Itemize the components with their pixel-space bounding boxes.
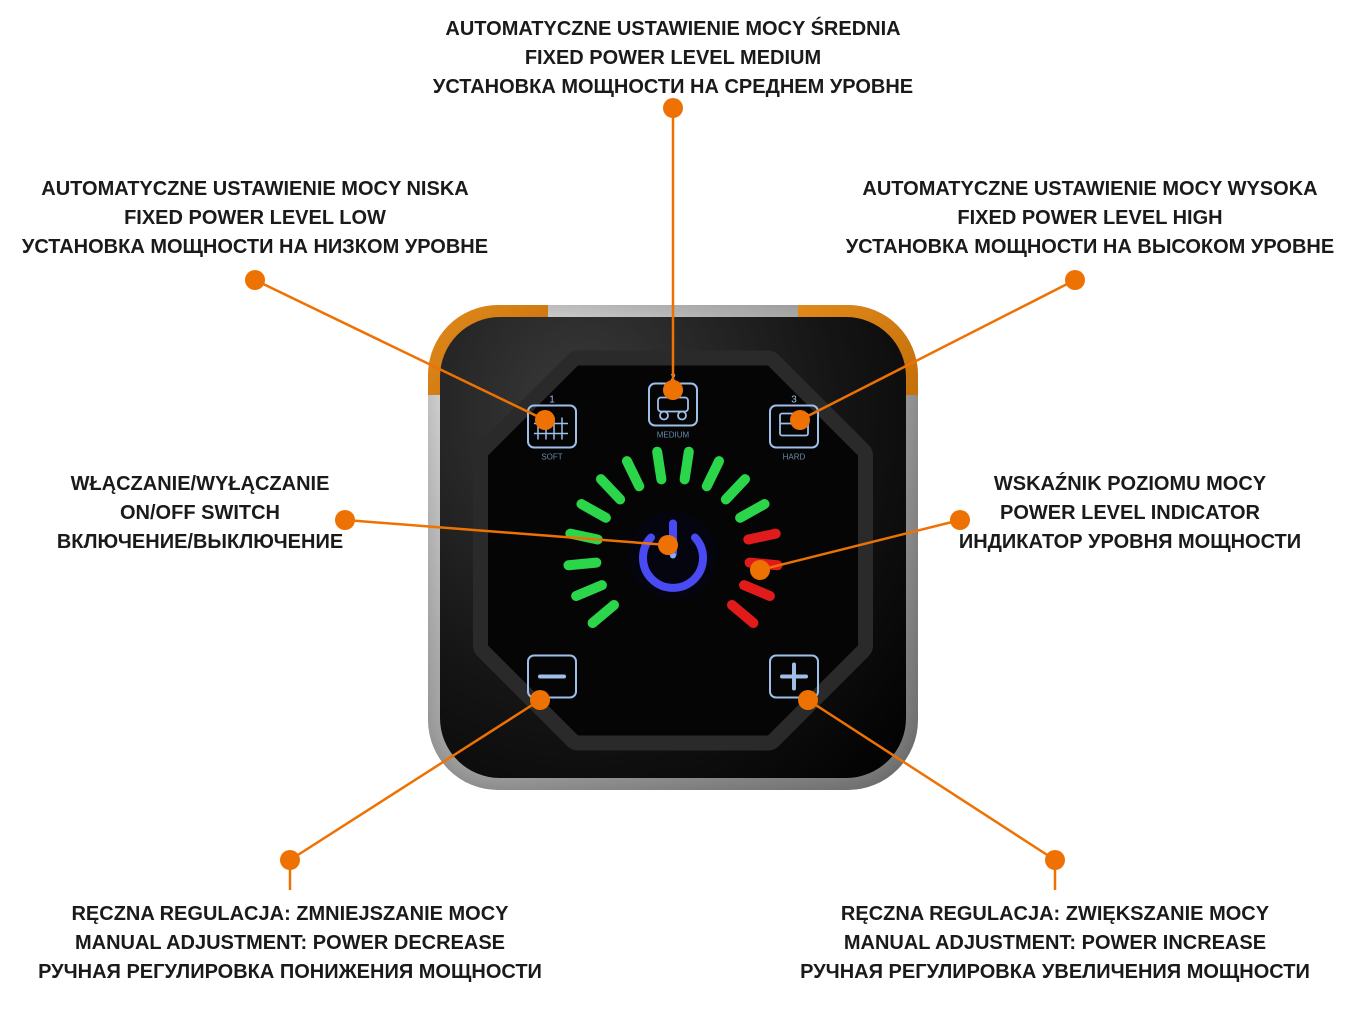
callout-increase-en: MANUAL ADJUSTMENT: POWER INCREASE: [775, 929, 1335, 958]
callout-medium-en: FIXED POWER LEVEL MEDIUM: [363, 44, 983, 73]
callout-increase-ru: РУЧНАЯ РЕГУЛИРОВКА УВЕЛИЧЕНИЯ МОЩНОСТИ: [775, 958, 1335, 987]
callout-medium-ru: УСТАНОВКА МОЩНОСТИ НА СРЕДНЕМ УРОВНЕ: [363, 73, 983, 102]
callout-high-en: FIXED POWER LEVEL HIGH: [830, 204, 1346, 233]
callout-onoff-en: ON/OFF SWITCH: [0, 499, 400, 528]
svg-text:HARD: HARD: [783, 452, 806, 461]
callout-decrease: RĘCZNA REGULACJA: ZMNIEJSZANIE MOCYMANUA…: [10, 900, 570, 987]
callout-indicator-pl: WSKAŹNIK POZIOMU MOCY: [915, 470, 1345, 499]
svg-text:1: 1: [549, 394, 555, 405]
callout-high-ru: УСТАНОВКА МОЩНОСТИ НА ВЫСОКОМ УРОВНЕ: [830, 233, 1346, 262]
panel-svg: 1 SOFT 2 MEDIUM 3: [428, 305, 918, 790]
svg-text:2: 2: [670, 372, 676, 383]
gauge-led: [748, 533, 775, 539]
callout-low-ru: УСТАНОВКА МОЩНОСТИ НА НИЗКОМ УРОВНЕ: [0, 233, 510, 262]
callout-decrease-pl: RĘCZNA REGULACJA: ZMNIEJSZANIE MOCY: [10, 900, 570, 929]
callout-increase-pl: RĘCZNA REGULACJA: ZWIĘKSZANIE MOCY: [775, 900, 1335, 929]
callout-increase: RĘCZNA REGULACJA: ZWIĘKSZANIE MOCYMANUAL…: [775, 900, 1335, 987]
callout-high-pl: AUTOMATYCZNE USTAWIENIE MOCY WYSOKA: [830, 175, 1346, 204]
gauge-led: [750, 562, 778, 565]
device-face: 1 SOFT 2 MEDIUM 3: [440, 317, 906, 778]
callout-low: AUTOMATYCZNE USTAWIENIE MOCY NISKAFIXED …: [0, 175, 510, 262]
callout-medium-pl: AUTOMATYCZNE USTAWIENIE MOCY ŚREDNIA: [363, 15, 983, 44]
callout-indicator-ru: ИНДИКАТОР УРОВНЯ МОЩНОСТИ: [915, 528, 1345, 557]
callout-decrease-ru: РУЧНАЯ РЕГУЛИРОВКА ПОНИЖЕНИЯ МОЩНОСТИ: [10, 958, 570, 987]
callout-indicator-en: POWER LEVEL INDICATOR: [915, 499, 1345, 528]
callout-low-pl: AUTOMATYCZNE USTAWIENIE MOCY NISKA: [0, 175, 510, 204]
gauge-led: [568, 562, 596, 565]
callout-low-en: FIXED POWER LEVEL LOW: [0, 204, 510, 233]
gauge-led: [657, 451, 661, 479]
callout-onoff-ru: ВКЛЮЧЕНИЕ/ВЫКЛЮЧЕНИЕ: [0, 528, 400, 557]
gauge-led: [685, 451, 689, 479]
callout-dot: [245, 270, 265, 290]
device-panel: 1 SOFT 2 MEDIUM 3: [428, 305, 918, 790]
callout-dot: [280, 850, 300, 870]
callout-onoff-pl: WŁĄCZANIE/WYŁĄCZANIE: [0, 470, 400, 499]
callout-indicator: WSKAŹNIK POZIOMU MOCYPOWER LEVEL INDICAT…: [915, 470, 1345, 557]
callout-dot: [1065, 270, 1085, 290]
svg-text:MEDIUM: MEDIUM: [657, 430, 690, 439]
callout-medium: AUTOMATYCZNE USTAWIENIE MOCY ŚREDNIAFIXE…: [363, 15, 983, 102]
callout-high: AUTOMATYCZNE USTAWIENIE MOCY WYSOKAFIXED…: [830, 175, 1346, 262]
gauge-led: [570, 533, 597, 539]
callout-onoff: WŁĄCZANIE/WYŁĄCZANIEON/OFF SWITCHВКЛЮЧЕН…: [0, 470, 400, 557]
svg-text:3: 3: [791, 394, 797, 405]
callout-decrease-en: MANUAL ADJUSTMENT: POWER DECREASE: [10, 929, 570, 958]
callout-dot: [1045, 850, 1065, 870]
power-button[interactable]: [629, 511, 717, 599]
svg-text:SOFT: SOFT: [541, 452, 562, 461]
